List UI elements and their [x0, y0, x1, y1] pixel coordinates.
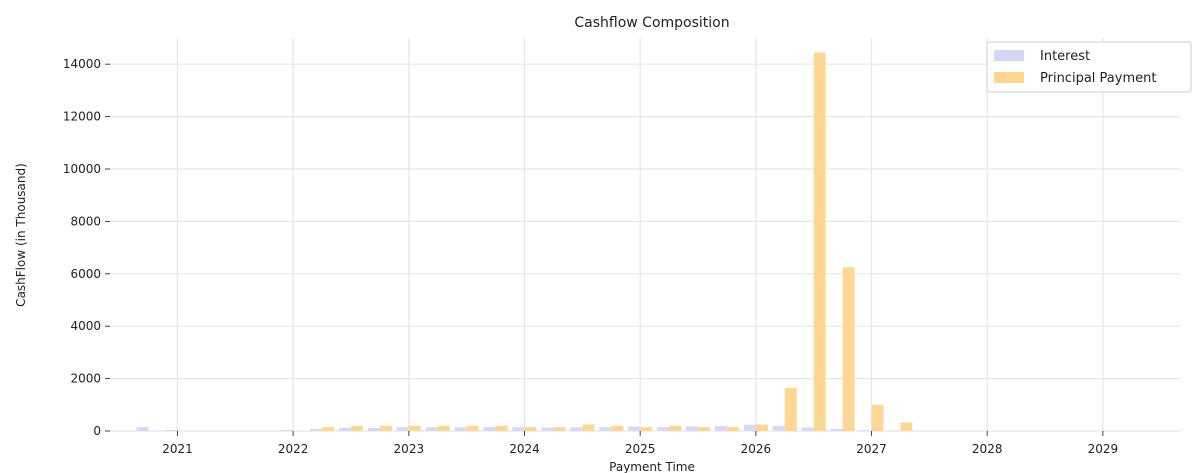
y-tick-label: 6000: [70, 267, 101, 281]
bar-interest: [743, 424, 756, 431]
y-tick-label: 14000: [63, 57, 101, 71]
x-tick-label: 2026: [741, 442, 772, 456]
bar-principal: [466, 425, 479, 431]
legend-swatch-interest: [994, 50, 1024, 61]
x-tick-label: 2025: [625, 442, 656, 456]
bar-interest: [281, 429, 294, 431]
bar-interest: [165, 429, 178, 431]
bar-interest: [830, 428, 843, 431]
bar-interest: [541, 427, 554, 431]
x-tick-label: 2023: [394, 442, 425, 456]
bar-principal: [726, 427, 739, 431]
x-tick-label: 2028: [972, 442, 1003, 456]
bar-principal: [408, 425, 421, 431]
bar-interest: [888, 430, 901, 432]
y-tick-label: 0: [93, 424, 101, 438]
bar-interest: [686, 426, 699, 431]
bar-principal: [582, 424, 595, 431]
bar-principal: [813, 52, 826, 431]
legend-label-interest: Interest: [1040, 49, 1090, 64]
bar-principal: [495, 425, 508, 431]
y-tick-label: 8000: [70, 214, 101, 228]
bar-principal: [784, 387, 797, 431]
x-tick-label: 2022: [278, 442, 309, 456]
x-axis-title: Payment Time: [609, 460, 695, 473]
bars: [136, 52, 913, 432]
legend-background: [986, 41, 1192, 93]
x-tick-label: 2029: [1088, 442, 1119, 456]
x-tick-label: 2024: [509, 442, 540, 456]
bar-principal: [437, 425, 450, 431]
y-tick-label: 4000: [70, 319, 101, 333]
y-tick-label: 10000: [63, 162, 101, 176]
bar-principal: [379, 425, 392, 431]
bar-interest: [570, 427, 583, 431]
bar-principal: [900, 422, 913, 431]
y-axis-title: CashFlow (in Thousand): [14, 163, 28, 307]
x-tick-label: 2021: [162, 442, 193, 456]
bar-principal: [871, 404, 884, 431]
grid-lines: [110, 38, 1180, 432]
bar-interest: [338, 427, 351, 431]
bar-principal: [698, 427, 711, 431]
bar-interest: [483, 427, 496, 431]
bar-interest: [714, 426, 727, 431]
legend-swatch-principal: [994, 72, 1024, 83]
bar-interest: [772, 425, 785, 431]
legend: Interest Principal Payment: [986, 41, 1192, 93]
x-tick-label: 2027: [856, 442, 887, 456]
bar-interest: [801, 427, 814, 431]
y-tick-label: 12000: [63, 110, 101, 124]
bar-interest: [657, 427, 670, 431]
bar-principal: [322, 427, 335, 431]
bar-principal: [669, 425, 682, 431]
bar-interest: [512, 427, 525, 431]
bar-interest: [454, 427, 467, 431]
bar-interest: [599, 427, 612, 431]
y-tick-label: 2000: [70, 372, 101, 386]
bar-principal: [755, 424, 768, 431]
bar-interest: [425, 427, 438, 431]
bar-interest: [859, 430, 872, 431]
bar-interest: [367, 427, 380, 431]
y-tick-labels: 0 2000 4000 6000 8000 10000 12000 14000: [63, 57, 110, 438]
bar-interest: [628, 426, 641, 431]
x-tick-labels: 2021 2022 2023 2024 2025 2026 2027 2028 2029: [162, 431, 1118, 456]
bar-principal: [611, 425, 624, 431]
bar-interest: [310, 428, 323, 431]
bar-principal: [553, 427, 566, 431]
bar-principal: [842, 267, 855, 431]
bar-interest: [136, 427, 149, 431]
legend-label-principal: Principal Payment: [1040, 71, 1156, 86]
bar-principal: [524, 427, 537, 431]
bar-principal: [350, 425, 363, 431]
bar-principal: [640, 427, 653, 431]
chart-title: Cashflow Composition: [574, 15, 729, 31]
bar-interest: [396, 427, 409, 431]
